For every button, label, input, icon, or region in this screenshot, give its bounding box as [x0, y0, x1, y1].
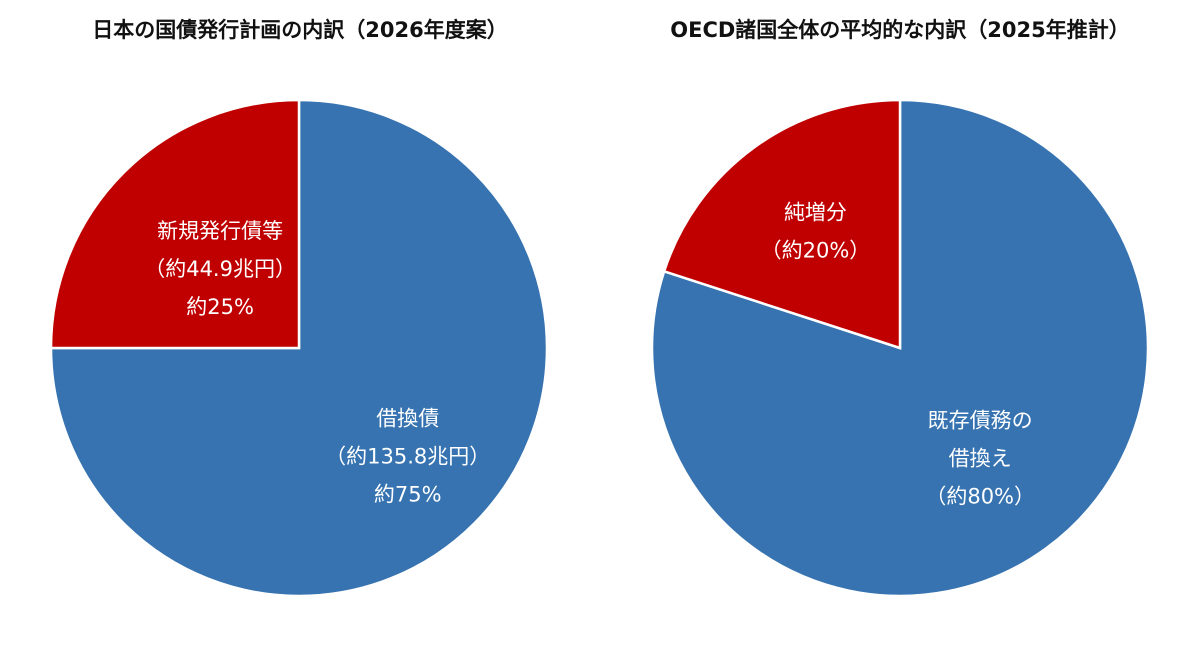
slice-new-issuance — [49, 98, 301, 350]
slice-label-line: 新規発行債等 — [157, 219, 283, 243]
slice-label-line: （約20%） — [761, 239, 871, 263]
slice-label-line: （約80%） — [925, 484, 1035, 508]
slice-label-line: （約44.9兆円） — [144, 257, 296, 281]
slice-label-line: （約135.8兆円） — [325, 445, 490, 469]
slice-refinancing-label: 既存債務の借換え （約80%） — [925, 408, 1035, 508]
slice-label-line: 既存債務の — [928, 408, 1033, 432]
pie-chart-oecd: OECD諸国全体の平均的な内訳（2025年推計） 既存債務の借換え （約80%） 純… — [600, 0, 1200, 655]
slice-label-line: 借換債 — [376, 407, 439, 431]
slice-net-increase-label: 純増分 （約20%） — [761, 201, 871, 263]
slice-net-increase — [662, 98, 902, 350]
pie-chart-svg: 既存債務の借換え （約80%） 純増分 （約20%） — [650, 98, 1150, 598]
chart-title: OECD諸国全体の平均的な内訳（2025年推計） — [670, 18, 1130, 42]
pie-chart-svg: 借換債 （約135.8兆円） 約75% 新規発行債等 （約44.9兆円） 約25% — [49, 98, 549, 598]
slice-label-line: 約75% — [374, 483, 442, 507]
slice-label-line: 借換え — [949, 446, 1012, 470]
slice-new-issuance-label: 新規発行債等 （約44.9兆円） 約25% — [144, 219, 296, 319]
chart-title: 日本の国債発行計画の内訳（2026年度案） — [92, 18, 508, 42]
pie-chart-japan: 日本の国債発行計画の内訳（2026年度案） 借換債 （約135.8兆円） 約75% 新… — [49, 18, 549, 598]
slice-label-line: 約25% — [186, 295, 254, 319]
slice-label-line: 純増分 — [784, 201, 847, 225]
slice-refunding-bonds-label: 借換債 （約135.8兆円） 約75% — [325, 407, 490, 507]
slice-refinancing — [650, 98, 1150, 598]
